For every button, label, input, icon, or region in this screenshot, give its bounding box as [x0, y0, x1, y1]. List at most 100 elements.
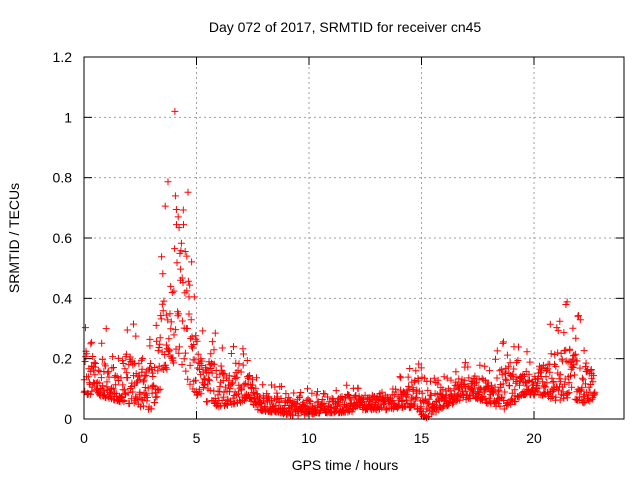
data-point: [151, 364, 159, 371]
data-point: [521, 372, 528, 380]
data-point: [239, 361, 247, 369]
data-point: [290, 389, 298, 397]
data-point: [88, 383, 96, 391]
data-point: [526, 358, 534, 366]
data-point: [548, 374, 556, 382]
data-point: [161, 351, 169, 358]
data-point: [140, 376, 148, 384]
data-point: [165, 347, 173, 355]
data-point: [160, 297, 168, 305]
data-point: [430, 374, 438, 382]
data-point: [127, 395, 135, 403]
y-tick-label: 0.8: [53, 170, 73, 186]
data-point: [524, 377, 532, 385]
data-point: [166, 352, 174, 360]
data-point: [98, 355, 106, 363]
data-point: [229, 379, 237, 387]
data-point: [155, 386, 163, 394]
data-point: [100, 387, 108, 395]
data-point: [411, 400, 419, 408]
data-point: [318, 396, 326, 403]
data-point: [404, 390, 412, 398]
data-points: [80, 107, 599, 421]
data-point: [413, 393, 421, 401]
data-point: [537, 369, 544, 377]
data-point: [554, 386, 562, 394]
data-point: [506, 382, 513, 390]
data-point: [104, 368, 112, 376]
data-point: [563, 298, 571, 306]
data-point: [513, 378, 521, 385]
data-point: [412, 367, 420, 375]
data-point: [496, 367, 504, 375]
data-point: [164, 316, 172, 324]
data-point: [174, 213, 182, 221]
data-point: [186, 281, 194, 289]
data-point: [110, 364, 117, 371]
data-point: [139, 354, 147, 362]
y-tick-label: 0.4: [53, 290, 73, 306]
data-point: [178, 274, 186, 282]
data-point: [206, 376, 213, 384]
data-point: [175, 310, 183, 318]
data-point: [192, 376, 199, 384]
data-point: [112, 381, 120, 389]
data-point: [210, 360, 218, 368]
data-point: [234, 367, 242, 375]
data-point: [189, 344, 196, 352]
data-point: [87, 368, 95, 376]
data-point: [152, 321, 160, 329]
data-point: [354, 384, 362, 392]
data-point: [190, 293, 198, 301]
data-point: [211, 329, 219, 337]
data-point: [580, 399, 588, 407]
data-point: [454, 386, 462, 394]
data-point: [452, 368, 460, 376]
data-point: [190, 377, 198, 385]
data-point: [273, 389, 281, 397]
data-point: [117, 374, 125, 382]
data-point: [343, 381, 351, 389]
data-point: [205, 375, 213, 383]
data-point: [162, 341, 170, 349]
data-point: [123, 326, 131, 334]
data-point: [141, 372, 149, 380]
data-point: [178, 361, 186, 368]
data-point: [274, 393, 282, 401]
data-point: [561, 380, 569, 388]
data-point: [217, 362, 225, 370]
data-point: [305, 397, 313, 405]
data-point: [183, 252, 191, 260]
data-point: [130, 320, 137, 328]
data-point: [504, 363, 512, 371]
data-point: [208, 369, 216, 377]
data-point: [499, 339, 507, 347]
data-point: [439, 403, 447, 411]
x-tick-label: 5: [193, 430, 201, 446]
data-point: [139, 378, 147, 386]
data-point: [268, 403, 276, 411]
data-point: [155, 344, 163, 351]
data-point: [187, 316, 195, 324]
data-point: [82, 324, 89, 332]
data-point: [186, 361, 194, 369]
data-point: [510, 365, 518, 373]
data-point: [162, 364, 170, 372]
data-point: [171, 107, 179, 115]
x-tick-label: 20: [526, 430, 542, 446]
data-point: [417, 403, 425, 411]
data-point: [304, 385, 311, 393]
data-point: [233, 373, 241, 381]
data-point: [397, 386, 405, 394]
data-point: [208, 338, 216, 346]
data-point: [91, 371, 99, 379]
data-point: [306, 398, 314, 406]
y-tick-label: 0.2: [53, 351, 73, 367]
data-point: [493, 347, 501, 355]
data-point: [165, 335, 173, 343]
data-point: [120, 397, 128, 405]
data-point: [195, 385, 203, 393]
data-point: [245, 372, 253, 380]
data-point: [86, 390, 94, 398]
data-point: [162, 311, 170, 319]
